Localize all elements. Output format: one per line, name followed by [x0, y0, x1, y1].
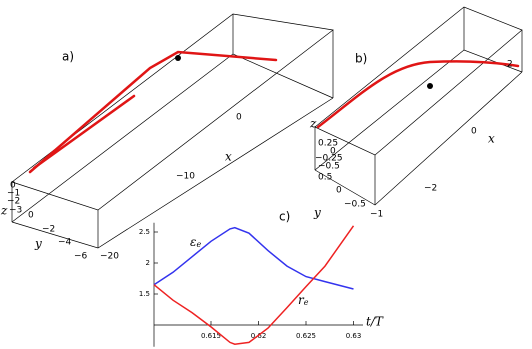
tick-label: −2 [424, 184, 437, 194]
trajectory-b [316, 60, 520, 129]
tick-label: −0.25 [315, 154, 343, 164]
y-tick-label: 2.5 [139, 228, 150, 236]
tick-label: −6 [74, 252, 88, 262]
tick-label: 0 [471, 127, 477, 137]
series-name: r [298, 293, 305, 307]
axis-label: x [225, 150, 232, 164]
x-tick-label: 0.615 [201, 332, 221, 340]
x-tick-label: 0.63 [346, 332, 362, 340]
series-label: re [298, 293, 309, 308]
tick-label: −3 [9, 206, 22, 216]
panel-a-box [11, 13, 334, 249]
y-tick-label: 2 [146, 259, 150, 267]
tick-label: 0 [330, 147, 336, 157]
tick-label: 0.25 [318, 139, 338, 149]
trajectory-a [28, 50, 278, 174]
axis-label: x [488, 132, 495, 146]
tick-label: −0.5 [318, 162, 340, 172]
tick-label: −2 [42, 225, 55, 235]
panel-label: b) [355, 52, 367, 66]
tick-label: 0 [336, 186, 342, 196]
series-label: εe [190, 235, 201, 250]
axis-label: y [34, 237, 42, 251]
tick-label: 2 [507, 60, 513, 70]
series-line [153, 226, 354, 290]
tick-label: −0.5 [344, 200, 366, 210]
point [175, 55, 181, 61]
tick-label: −2 [7, 197, 20, 207]
series-subscript: e [304, 298, 309, 307]
tick-label: 0 [28, 211, 34, 221]
series-line [153, 225, 355, 345]
panel-label: c) [279, 210, 290, 224]
tick-label: 0 [236, 113, 242, 123]
tick-label: −10 [176, 172, 195, 182]
y-tick-label: 1.5 [139, 290, 150, 298]
axis-label: z [309, 117, 317, 131]
axis-label: z [0, 204, 8, 218]
tick-label: −1 [370, 210, 383, 220]
series-subscript: e [196, 240, 201, 249]
tick-label: −4 [58, 238, 72, 248]
series-name: ε [190, 235, 196, 249]
x-tick-label: 0.625 [296, 332, 316, 340]
axis-label: y [313, 206, 321, 220]
x-axis-label: t/T [366, 315, 384, 329]
panel-b-box [314, 6, 523, 206]
tick-label: 0.5 [318, 173, 332, 183]
tick-label: −1 [7, 189, 20, 199]
panel-label: a) [62, 50, 74, 64]
tick-label: 0 [10, 181, 16, 191]
point [427, 83, 433, 89]
trajectory-a-2 [32, 94, 136, 170]
tick-label: −20 [100, 252, 119, 262]
